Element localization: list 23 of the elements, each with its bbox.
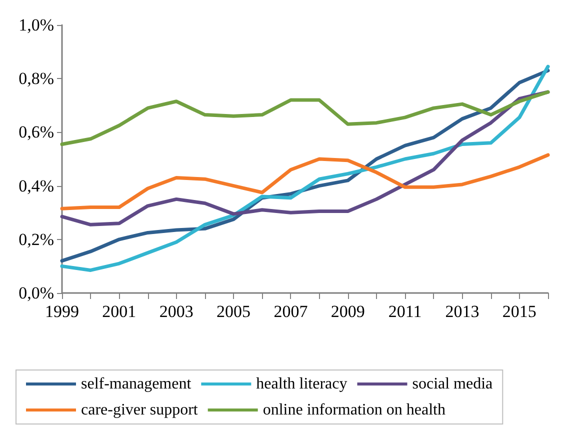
legend-label: social media — [412, 376, 493, 392]
y-tick-label: 0,2% — [18, 230, 54, 249]
x-tick-label: 2015 — [502, 302, 536, 321]
line-series — [60, 90, 550, 226]
x-tick-label: 2007 — [274, 302, 308, 321]
x-tick-label: 2011 — [388, 302, 422, 321]
x-tick-label: 1999 — [45, 302, 79, 321]
y-tick-label: 0,6% — [18, 122, 54, 142]
legend-label: health literacy — [256, 376, 348, 392]
line-series — [60, 90, 550, 146]
line-series — [60, 153, 550, 210]
x-tick-label: 2001 — [102, 302, 136, 321]
y-tick-label: 1,0% — [18, 16, 54, 34]
legend-label: self-management — [81, 376, 192, 392]
x-tick-label: 2005 — [216, 302, 251, 321]
legend-label: online information on health — [262, 402, 446, 418]
x-tick-label: 2009 — [330, 302, 365, 321]
legend-label: care-giver support — [81, 402, 198, 418]
x-tick-label: 2013 — [445, 302, 480, 321]
y-tick-label: 0,4% — [18, 176, 54, 196]
x-tick-label: 2003 — [159, 302, 194, 321]
y-tick-label: 0,8% — [18, 69, 54, 88]
y-tick-label: 0,0% — [18, 284, 54, 302]
